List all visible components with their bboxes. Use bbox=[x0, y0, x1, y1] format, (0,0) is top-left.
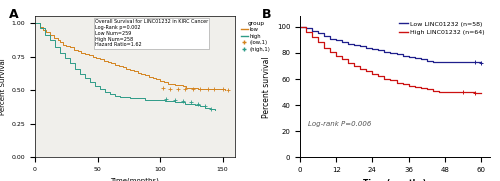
Text: Log-rank P=0.006: Log-rank P=0.006 bbox=[308, 121, 371, 127]
Y-axis label: Percent survival: Percent survival bbox=[262, 56, 271, 118]
Legend: Low LINC01232 (n=58), High LINC01232 (n=64): Low LINC01232 (n=58), High LINC01232 (n=… bbox=[396, 19, 487, 37]
Text: Overall Survival for LINC01232 in KIRC Cancer
Log-Rank p=0.002
Low Num=259
High : Overall Survival for LINC01232 in KIRC C… bbox=[95, 19, 208, 47]
Y-axis label: Percent Survival: Percent Survival bbox=[0, 58, 6, 115]
Legend: low, high, (low,1), (high,1): low, high, (low,1), (high,1) bbox=[240, 19, 272, 53]
X-axis label: Time(months): Time(months) bbox=[110, 178, 160, 181]
X-axis label: Time (months): Time (months) bbox=[364, 179, 426, 181]
Text: A: A bbox=[9, 8, 18, 21]
Text: B: B bbox=[262, 8, 272, 21]
